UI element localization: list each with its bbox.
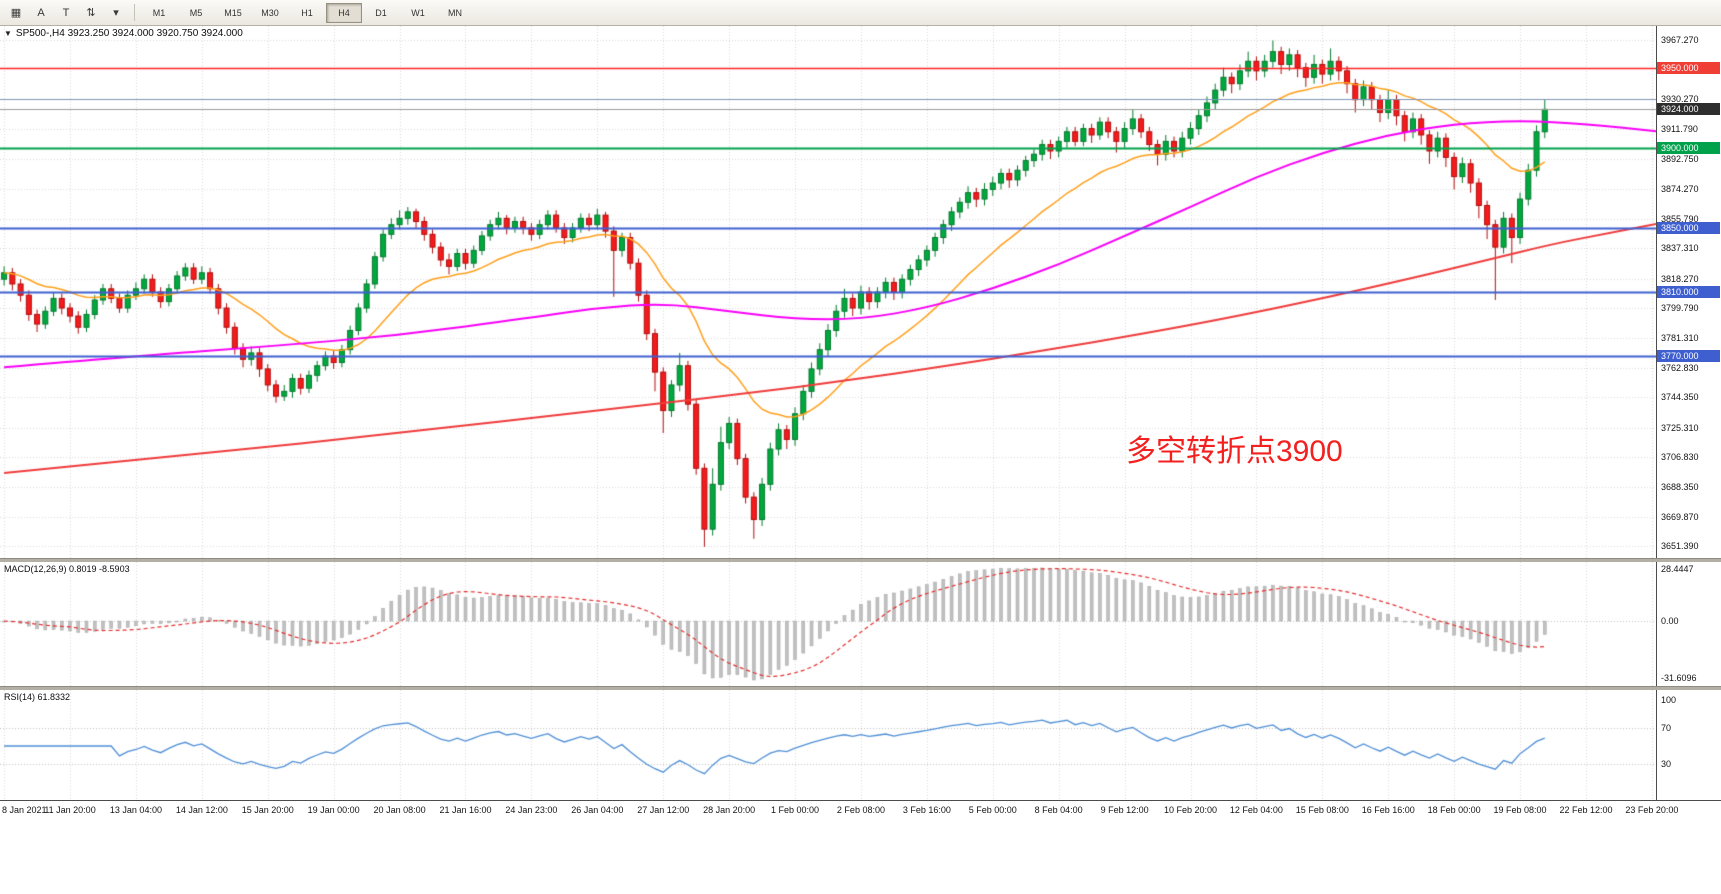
price-axis-label: 3799.790 [1661, 303, 1699, 314]
time-axis-label: 11 Jan 20:00 [44, 805, 96, 815]
dropdown-arrow-icon[interactable]: ▾ [113, 7, 119, 19]
time-axis-label: 15 Feb 08:00 [1295, 805, 1349, 815]
timeframe-button-w1[interactable]: W1 [411, 7, 425, 18]
rsi-title: RSI(14) 61.8332 [4, 692, 71, 702]
time-axis-label: 12 Feb 04:00 [1229, 805, 1283, 815]
time-axis-label: 8 Jan 2021 [2, 805, 47, 815]
rsi-axis-label: 30 [1661, 759, 1672, 770]
price-axis-label: 3651.390 [1661, 541, 1699, 552]
chart-quote-title: ▼ SP500-,H4 3923.250 3924.000 3920.750 3… [4, 28, 243, 39]
time-axis-label: 19 Feb 08:00 [1493, 805, 1547, 815]
macd-axis-label: -31.6096 [1661, 673, 1697, 683]
price-chart-panel: 3967.270 3930.270 3911.790 3892.750 3874.270… [0, 26, 1721, 558]
timeframe-button-m30[interactable]: M30 [261, 7, 279, 18]
time-axis-label: 22 Feb 12:00 [1559, 805, 1613, 815]
price-level-badge: 3810.000 [1657, 286, 1720, 298]
time-axis-label: 28 Jan 20:00 [703, 805, 756, 815]
price-chart-canvas[interactable] [0, 26, 1656, 558]
scroll-icon[interactable]: ⇅ [86, 7, 96, 19]
time-axis-label: 1 Feb 00:00 [771, 805, 820, 815]
price-axis-label: 3706.830 [1661, 452, 1699, 463]
price-axis-label: 3669.870 [1661, 511, 1699, 522]
price-axis-label: 3892.750 [1661, 154, 1699, 165]
rsi-indicator-panel: 100 70 30 RSI(14) 61.8332 [0, 690, 1721, 800]
time-axis-label: 24 Jan 23:00 [505, 805, 558, 815]
time-axis-label: 9 Feb 12:00 [1100, 805, 1149, 815]
time-axis-label: 21 Jan 16:00 [439, 805, 492, 815]
price-level-badge: 3924.000 [1657, 103, 1720, 116]
timeframe-button-d1[interactable]: D1 [375, 7, 387, 18]
time-axis-label: 3 Feb 16:00 [902, 805, 951, 815]
timeframe-button-h4[interactable]: H4 [326, 2, 362, 23]
time-axis-label: 13 Jan 04:00 [109, 805, 162, 815]
timeframe-button-m15[interactable]: M15 [224, 7, 242, 18]
macd-canvas[interactable] [0, 562, 1656, 686]
time-axis-label: 18 Feb 00:00 [1427, 805, 1481, 815]
time-axis[interactable]: 8 Jan 2021 11 Jan 20:00 13 Jan 04:00 14 Jan… [0, 800, 1721, 826]
price-axis-label: 3930.270 [1661, 94, 1699, 105]
rsi-canvas[interactable] [0, 690, 1656, 800]
time-axis-label: 16 Feb 16:00 [1361, 805, 1415, 815]
chart-window-icon[interactable]: ▦ [10, 7, 22, 19]
timeframe-button-mn[interactable]: MN [448, 7, 462, 18]
price-axis-label: 3911.790 [1661, 123, 1698, 134]
macd-axis-label: 0.00 [1661, 616, 1679, 627]
price-level-badge: 3900.000 [1657, 141, 1720, 154]
price-axis-label: 3967.270 [1661, 34, 1699, 45]
price-axis-label: 3688.350 [1661, 481, 1699, 492]
timeframe-toolbar: M1 M5 M15 M30 H1 H4 D1 W1 MN [141, 2, 473, 23]
toolbar: ▦ A T ⇅ ▾ M1 M5 M15 M30 H1 H4 D1 W1 MN [0, 0, 1721, 26]
rsi-axis-label: 70 [1661, 722, 1672, 733]
quote-title-text: SP500-,H4 3923.250 3924.000 3920.750 392… [15, 28, 243, 39]
price-axis-label: 3744.350 [1661, 392, 1699, 403]
text-label-icon[interactable]: A [37, 6, 45, 19]
timeframe-button-m5[interactable]: M5 [189, 7, 203, 18]
timeframe-button-h1[interactable]: H1 [301, 7, 313, 18]
price-axis-label: 3818.270 [1661, 273, 1699, 284]
text-box-icon[interactable]: T [62, 6, 70, 19]
one-click-trading-arrow-icon[interactable]: ▼ [4, 29, 12, 38]
time-axis-label: 19 Jan 00:00 [307, 805, 360, 815]
time-axis-label: 23 Feb 20:00 [1625, 805, 1679, 815]
timeframe-button-m1[interactable]: M1 [152, 7, 166, 18]
time-axis-label: 2 Feb 08:00 [836, 805, 885, 815]
rsi-axis-label: 100 [1661, 695, 1677, 705]
time-axis-label: 10 Feb 20:00 [1163, 805, 1218, 815]
time-axis-label: 14 Jan 12:00 [175, 805, 228, 815]
price-level-badge: 3950.000 [1657, 61, 1720, 74]
price-axis-label: 3781.310 [1661, 332, 1699, 343]
time-axis-label: 15 Jan 20:00 [241, 805, 294, 815]
price-axis[interactable]: 3967.270 3930.270 3911.790 3892.750 3874.270… [1656, 26, 1720, 558]
panel-splitter[interactable] [0, 558, 1721, 562]
chart-annotation-text: 多空转折点3900 [1126, 434, 1343, 468]
price-axis-label: 3855.790 [1661, 213, 1699, 224]
toolbar-separator [134, 4, 135, 21]
time-axis-label: 20 Jan 08:00 [373, 805, 426, 815]
bottom-filler [0, 826, 1721, 894]
price-axis-label: 3762.830 [1661, 362, 1699, 373]
price-axis-label: 3837.310 [1661, 243, 1699, 254]
time-axis-label: 27 Jan 12:00 [637, 805, 690, 815]
panel-splitter[interactable] [0, 686, 1721, 690]
macd-title: MACD(12,26,9) 0.8019 -8.5903 [4, 564, 130, 574]
time-axis-label: 5 Feb 00:00 [968, 805, 1017, 815]
macd-indicator-panel: 28.4447 0.00 -31.6096 MACD(12,26,9) 0.8019… [0, 562, 1721, 686]
price-level-badge: 3770.000 [1657, 350, 1720, 363]
time-axis-label: 26 Jan 04:00 [571, 805, 624, 815]
price-axis-label: 3874.270 [1661, 184, 1699, 194]
time-axis-label: 8 Feb 04:00 [1034, 805, 1083, 815]
macd-axis-label: 28.4447 [1661, 564, 1694, 574]
price-axis-label: 3725.310 [1661, 422, 1699, 433]
price-level-badge: 3850.000 [1657, 221, 1720, 234]
macd-axis[interactable]: 28.4447 0.00 -31.6096 [1656, 562, 1720, 686]
rsi-axis[interactable]: 100 70 30 [1656, 690, 1720, 800]
